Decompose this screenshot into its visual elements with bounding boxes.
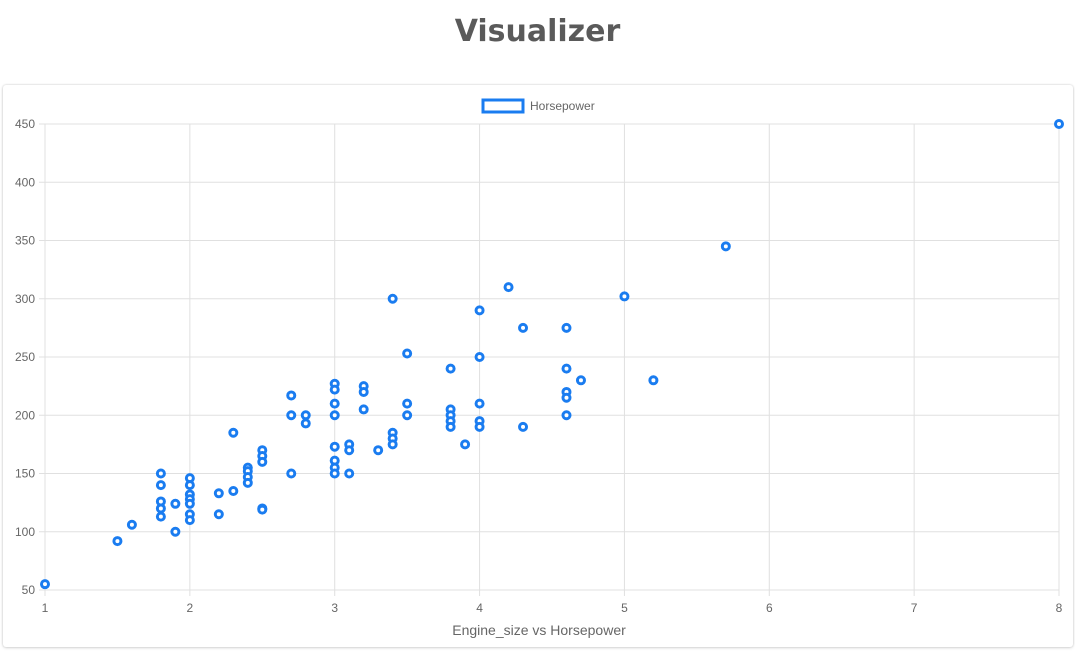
- data-point[interactable]: [518, 322, 529, 333]
- x-tick-label: 5: [621, 601, 628, 615]
- y-tick-label: 50: [22, 583, 36, 597]
- data-point[interactable]: [387, 439, 398, 450]
- data-point[interactable]: [300, 410, 311, 421]
- grid-lines: [39, 123, 1060, 596]
- data-point[interactable]: [213, 509, 224, 520]
- y-tick-label: 450: [15, 117, 35, 131]
- y-tick-label: 250: [15, 350, 35, 364]
- data-point[interactable]: [561, 363, 572, 374]
- x-tick-label: 1: [42, 601, 49, 615]
- data-point[interactable]: [402, 410, 413, 421]
- x-tick-label: 2: [187, 601, 194, 615]
- data-point[interactable]: [286, 390, 297, 401]
- data-point[interactable]: [575, 375, 586, 386]
- data-point[interactable]: [286, 468, 297, 479]
- data-point[interactable]: [503, 282, 514, 293]
- legend-label-horsepower[interactable]: Horsepower: [530, 99, 595, 113]
- page-title: Visualizer: [454, 14, 621, 49]
- x-tick-label: 8: [1056, 601, 1063, 615]
- data-point[interactable]: [720, 241, 731, 252]
- y-tick-label: 100: [15, 525, 35, 539]
- data-point[interactable]: [155, 503, 166, 514]
- data-point[interactable]: [40, 579, 50, 590]
- legend-swatch[interactable]: [481, 98, 525, 114]
- data-point[interactable]: [561, 322, 572, 333]
- data-point[interactable]: [445, 421, 456, 432]
- data-point[interactable]: [358, 386, 369, 397]
- data-point[interactable]: [300, 418, 311, 429]
- data-point[interactable]: [358, 404, 369, 415]
- data-point[interactable]: [329, 441, 340, 452]
- data-point[interactable]: [445, 363, 456, 374]
- data-point[interactable]: [460, 439, 471, 450]
- data-point[interactable]: [184, 480, 195, 491]
- data-point[interactable]: [170, 526, 181, 537]
- x-tick-label: 7: [911, 601, 918, 615]
- data-point[interactable]: [257, 456, 268, 467]
- data-point[interactable]: [184, 515, 195, 526]
- data-point[interactable]: [329, 398, 340, 409]
- data-point[interactable]: [170, 498, 181, 509]
- legend[interactable]: Horsepower: [481, 98, 595, 114]
- y-tick-label: 300: [15, 292, 35, 306]
- data-points: [40, 119, 1064, 590]
- data-point[interactable]: [474, 398, 485, 409]
- chart-card: 1 2 3 4 5 6 7 8 50 100 150 200 250 300 350 400 450 Horse…: [3, 85, 1073, 647]
- data-point[interactable]: [1054, 119, 1064, 129]
- y-tick-label: 200: [15, 408, 35, 422]
- data-point[interactable]: [155, 480, 166, 491]
- data-point[interactable]: [474, 421, 485, 432]
- data-point[interactable]: [228, 427, 239, 438]
- data-point[interactable]: [402, 398, 413, 409]
- tick-labels: 1 2 3 4 5 6 7 8 50 100 150 200 250 300 350 400 450: [15, 117, 1063, 615]
- data-point[interactable]: [329, 410, 340, 421]
- data-point[interactable]: [373, 445, 384, 456]
- y-tick-label: 150: [15, 467, 35, 481]
- data-point[interactable]: [213, 488, 224, 499]
- y-tick-label: 350: [15, 234, 35, 248]
- x-tick-label: 3: [331, 601, 338, 615]
- data-point[interactable]: [242, 477, 253, 488]
- x-tick-label: 4: [476, 601, 483, 615]
- data-point[interactable]: [619, 291, 630, 302]
- data-point[interactable]: [329, 468, 340, 479]
- data-point[interactable]: [112, 536, 123, 547]
- scatter-chart: 1 2 3 4 5 6 7 8 50 100 150 200 250 300 350 400 450 Horse…: [15, 98, 1064, 638]
- data-point[interactable]: [228, 485, 239, 496]
- data-point[interactable]: [329, 384, 340, 395]
- data-point[interactable]: [474, 305, 485, 316]
- data-point[interactable]: [518, 421, 529, 432]
- x-axis-title: Engine_size vs Horsepower: [452, 622, 626, 638]
- data-point[interactable]: [344, 468, 355, 479]
- data-point[interactable]: [286, 410, 297, 421]
- data-point[interactable]: [184, 498, 195, 509]
- data-point[interactable]: [155, 468, 166, 479]
- data-point[interactable]: [126, 519, 137, 530]
- data-point[interactable]: [648, 375, 659, 386]
- data-point[interactable]: [561, 410, 572, 421]
- data-point[interactable]: [387, 293, 398, 304]
- data-point[interactable]: [257, 504, 268, 515]
- data-point[interactable]: [561, 392, 572, 403]
- y-tick-label: 400: [15, 175, 35, 189]
- data-point[interactable]: [474, 352, 485, 362]
- data-point[interactable]: [402, 348, 413, 359]
- x-tick-label: 6: [766, 601, 773, 615]
- data-point[interactable]: [155, 511, 166, 522]
- data-point[interactable]: [344, 445, 355, 456]
